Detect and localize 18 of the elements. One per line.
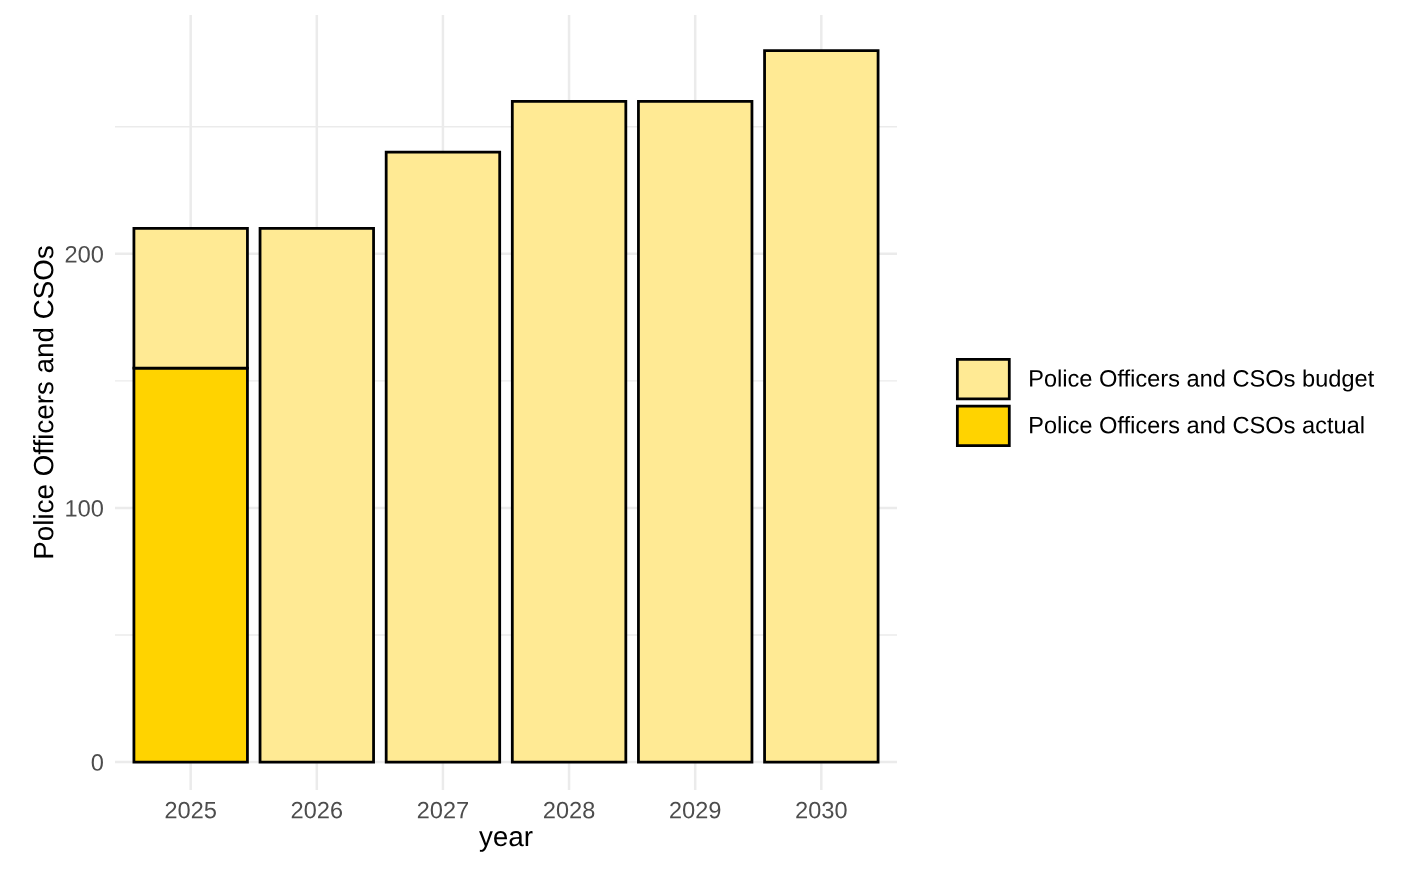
bar <box>510 100 628 764</box>
x-tick-label: 2027 <box>417 801 469 819</box>
y-tick-label: 100 <box>66 500 103 517</box>
x-tick-label: 2030 <box>796 801 847 819</box>
bar <box>384 150 502 764</box>
x-tick-label: 2028 <box>543 801 595 819</box>
x-tick-label: 2026 <box>291 801 343 819</box>
legend-label: Police Officers and CSOs budget <box>1030 369 1375 392</box>
y-tick-label: 200 <box>65 245 103 263</box>
x-axis-title: year <box>479 831 533 852</box>
legend-label: Police Officers and CSOs actual <box>1030 416 1364 434</box>
y-tick-label: 0 <box>91 754 103 771</box>
bar <box>637 100 754 764</box>
y-axis-title: Police Officers and CSOs <box>33 246 54 558</box>
bar <box>258 227 375 764</box>
x-tick-label: 2029 <box>670 801 721 819</box>
bar <box>763 49 880 764</box>
x-tick-label: 2025 <box>165 801 216 819</box>
